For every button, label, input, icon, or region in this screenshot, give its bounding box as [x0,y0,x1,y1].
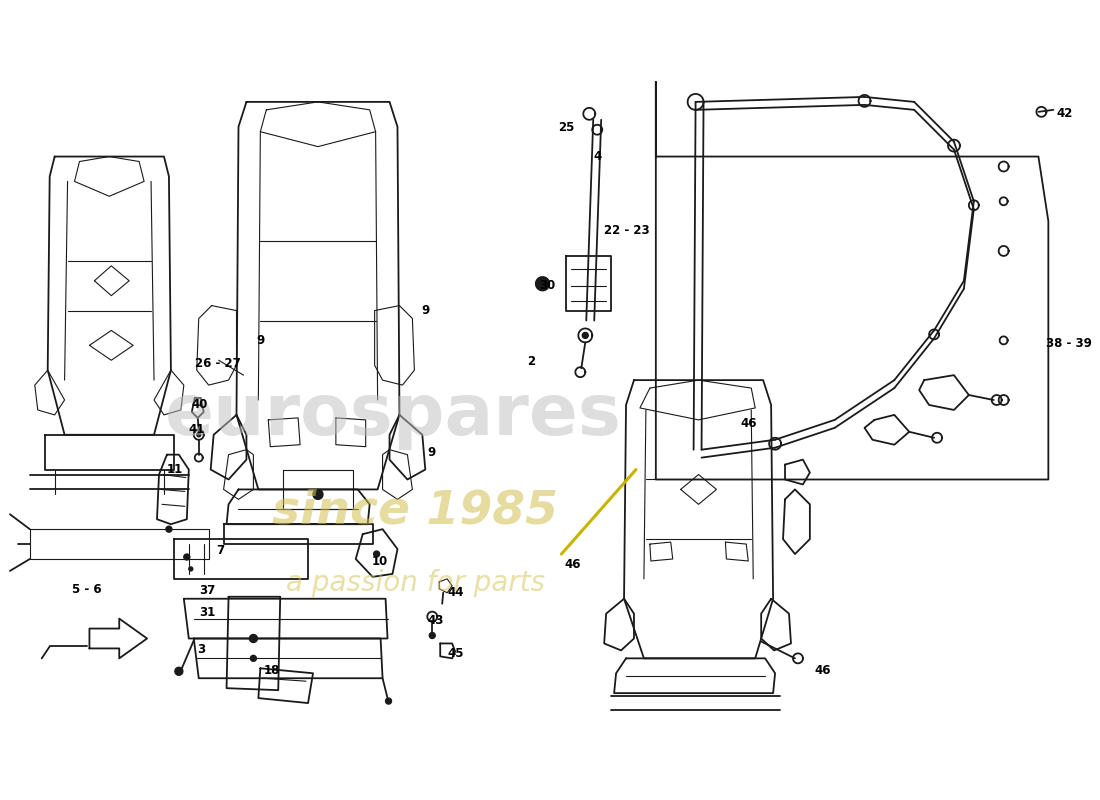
Polygon shape [374,551,379,557]
Text: 11: 11 [167,463,184,476]
Polygon shape [314,490,323,499]
Text: 31: 31 [199,606,214,619]
Text: 26 - 27: 26 - 27 [195,357,241,370]
Text: 7: 7 [217,543,224,557]
Text: 22 - 23: 22 - 23 [604,223,650,237]
Text: 25: 25 [559,122,575,134]
Polygon shape [251,655,256,662]
Polygon shape [429,633,436,638]
Text: 5 - 6: 5 - 6 [72,583,101,596]
Text: eurospares: eurospares [165,382,622,450]
Text: 9: 9 [421,304,430,317]
Polygon shape [175,667,183,675]
Polygon shape [386,698,392,704]
Polygon shape [184,554,190,560]
Text: 46: 46 [740,418,757,430]
Polygon shape [582,333,588,338]
Polygon shape [166,526,172,532]
Text: 10: 10 [372,555,388,569]
Text: 41: 41 [189,423,206,436]
Text: 18: 18 [263,664,279,677]
Text: 9: 9 [256,334,265,347]
Text: 37: 37 [199,584,214,598]
Text: 4: 4 [593,150,602,163]
Polygon shape [250,634,257,642]
Text: 46: 46 [564,558,581,571]
Polygon shape [536,277,550,290]
Text: 43: 43 [427,614,443,627]
Polygon shape [189,567,192,571]
Polygon shape [197,433,200,437]
Text: 45: 45 [448,647,464,660]
Text: 2: 2 [527,354,535,368]
Text: 40: 40 [191,398,208,411]
Text: a passion for parts: a passion for parts [286,569,544,597]
Text: 46: 46 [815,664,832,677]
Text: 30: 30 [540,279,556,292]
Text: 3: 3 [197,643,205,656]
Text: since 1985: since 1985 [273,489,559,534]
Text: 44: 44 [448,586,464,599]
Text: 38 - 39: 38 - 39 [1046,337,1092,350]
Text: 9: 9 [427,446,436,459]
Text: 42: 42 [1056,107,1072,120]
